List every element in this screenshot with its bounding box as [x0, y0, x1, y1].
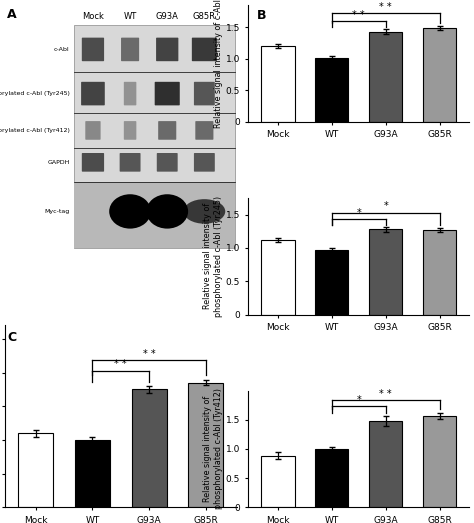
FancyBboxPatch shape [82, 38, 104, 61]
Bar [188, 383, 223, 507]
FancyBboxPatch shape [195, 121, 213, 140]
Bar [261, 240, 294, 315]
Bar [423, 230, 456, 315]
Bar [261, 46, 294, 122]
FancyBboxPatch shape [82, 153, 104, 172]
FancyBboxPatch shape [194, 82, 215, 105]
Bar [132, 390, 167, 507]
Text: GAPDH: GAPDH [47, 160, 70, 165]
Ellipse shape [183, 199, 225, 224]
Text: G93A: G93A [156, 12, 179, 21]
FancyBboxPatch shape [194, 153, 215, 172]
Text: C: C [8, 331, 17, 344]
Text: Mock: Mock [82, 12, 104, 21]
Bar [315, 250, 348, 315]
Bar [423, 416, 456, 507]
FancyBboxPatch shape [81, 82, 105, 105]
Bar [75, 440, 110, 507]
FancyBboxPatch shape [192, 38, 217, 61]
FancyBboxPatch shape [121, 38, 139, 61]
Bar [74, 25, 235, 248]
Y-axis label: Relative signal intensity of c-Abl: Relative signal intensity of c-Abl [214, 0, 223, 128]
FancyBboxPatch shape [119, 153, 140, 172]
Text: Myc-tag: Myc-tag [45, 209, 70, 214]
Text: WT: WT [123, 12, 137, 21]
FancyBboxPatch shape [157, 153, 178, 172]
Text: A: A [7, 8, 17, 21]
Text: * *: * * [379, 2, 392, 12]
Bar [18, 433, 54, 507]
Text: phosphorylated c-Abl (Tyr245): phosphorylated c-Abl (Tyr245) [0, 91, 70, 96]
Ellipse shape [146, 194, 188, 229]
Text: c-Abl: c-Abl [54, 47, 70, 52]
Ellipse shape [109, 194, 151, 229]
Bar [369, 32, 402, 122]
FancyBboxPatch shape [156, 38, 178, 61]
Text: * *: * * [143, 349, 155, 359]
Bar [261, 456, 294, 507]
Bar [423, 28, 456, 122]
FancyBboxPatch shape [155, 82, 180, 105]
Y-axis label: Relative signal intensity of
phosphorylated c-Abl (Tyr412): Relative signal intensity of phosphoryla… [203, 389, 223, 509]
Text: G85R: G85R [193, 12, 216, 21]
Text: * *: * * [115, 359, 127, 369]
FancyBboxPatch shape [124, 82, 137, 105]
FancyBboxPatch shape [158, 121, 176, 140]
Y-axis label: Relative signal intensity of
phosphorylated c-Abl (Tyr245): Relative signal intensity of phosphoryla… [203, 196, 223, 317]
FancyBboxPatch shape [124, 121, 137, 140]
FancyBboxPatch shape [85, 121, 100, 140]
Text: * *: * * [352, 10, 365, 20]
Text: *: * [383, 201, 388, 211]
Bar [369, 229, 402, 315]
Bar [315, 58, 348, 122]
Text: phosphorylated c-Abl (Tyr412): phosphorylated c-Abl (Tyr412) [0, 128, 70, 133]
Bar [74, 182, 235, 248]
Bar [315, 449, 348, 507]
Bar [369, 421, 402, 507]
Text: B: B [257, 9, 267, 22]
Text: * *: * * [379, 389, 392, 399]
Text: *: * [356, 395, 361, 405]
Text: *: * [356, 208, 361, 218]
